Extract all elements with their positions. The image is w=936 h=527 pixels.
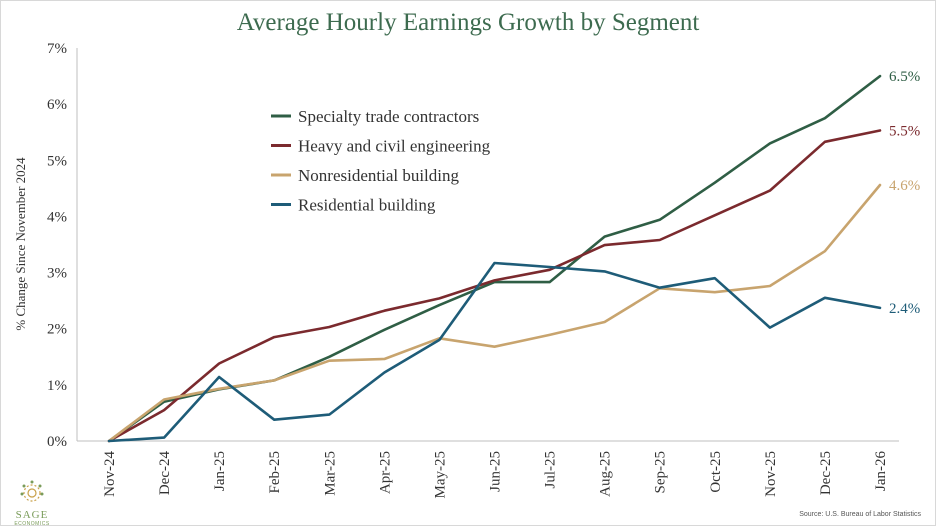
x-tick-label: Feb-25 — [267, 451, 283, 494]
y-tick-label: 1% — [47, 378, 67, 394]
x-tick-label: Dec-24 — [157, 451, 173, 496]
legend-label: Residential building — [298, 196, 436, 215]
end-value-label: 4.6% — [889, 178, 920, 194]
x-tick-label: Jan-26 — [873, 451, 889, 491]
x-tick-label: Nov-25 — [763, 451, 779, 497]
legend-label: Heavy and civil engineering — [298, 137, 491, 156]
y-tick-label: 3% — [47, 266, 67, 282]
y-tick-label: 2% — [47, 322, 67, 338]
x-tick-label: Nov-24 — [102, 451, 118, 497]
y-tick-label: 7% — [47, 41, 67, 57]
series-line — [107, 261, 882, 443]
end-value-label: 2.4% — [889, 301, 920, 317]
x-tick-label: Jul-25 — [543, 451, 559, 489]
y-tick-labels: 0% 1% 2% 3% 4% 5% 6% 7% — [47, 41, 67, 450]
legend: Specialty trade contractors Heavy and civ… — [271, 107, 491, 215]
series-line — [107, 183, 882, 443]
series-line — [107, 74, 882, 443]
legend-label: Specialty trade contractors — [298, 107, 479, 126]
logo-subtitle: ECONOMICS — [14, 521, 50, 527]
y-axis-title: % Change Since November 2024 — [13, 157, 28, 331]
y-tick-label: 4% — [47, 209, 67, 225]
x-tick-label: Dec-25 — [818, 451, 834, 495]
x-tick-label: Apr-25 — [377, 451, 393, 494]
x-tick-label: May-25 — [432, 451, 448, 499]
x-tick-label: Jun-25 — [488, 451, 504, 492]
series-line — [107, 129, 882, 443]
end-value-label: 6.5% — [889, 69, 920, 85]
y-tick-label: 6% — [47, 97, 67, 113]
chart-title: Average Hourly Earnings Growth by Segmen… — [236, 9, 700, 36]
end-value-label: 5.5% — [889, 124, 920, 140]
sage-logo: SAGE ECONOMICS — [7, 479, 57, 527]
series-lines — [107, 74, 882, 443]
x-tick-labels: Nov-24 Dec-24 Jan-25 Feb-25 Mar-25 Apr-25 May-… — [102, 451, 889, 499]
legend-label: Nonresidential building — [298, 166, 460, 185]
x-tick-label: Mar-25 — [322, 451, 338, 496]
sage-leaf-icon — [20, 480, 44, 502]
logo-name: SAGE — [15, 509, 49, 521]
source-note: Source: U.S. Bureau of Labor Statistics — [799, 511, 921, 518]
x-tick-label: Jan-25 — [212, 451, 228, 491]
x-tick-label: Aug-25 — [598, 451, 614, 497]
x-tick-label: Sep-25 — [653, 451, 669, 494]
y-tick-label: 0% — [47, 434, 67, 450]
y-tick-label: 5% — [47, 153, 67, 169]
end-labels: 6.5% 5.5% 4.6% 2.4% — [889, 69, 920, 317]
x-tick-label: Oct-25 — [708, 451, 724, 493]
